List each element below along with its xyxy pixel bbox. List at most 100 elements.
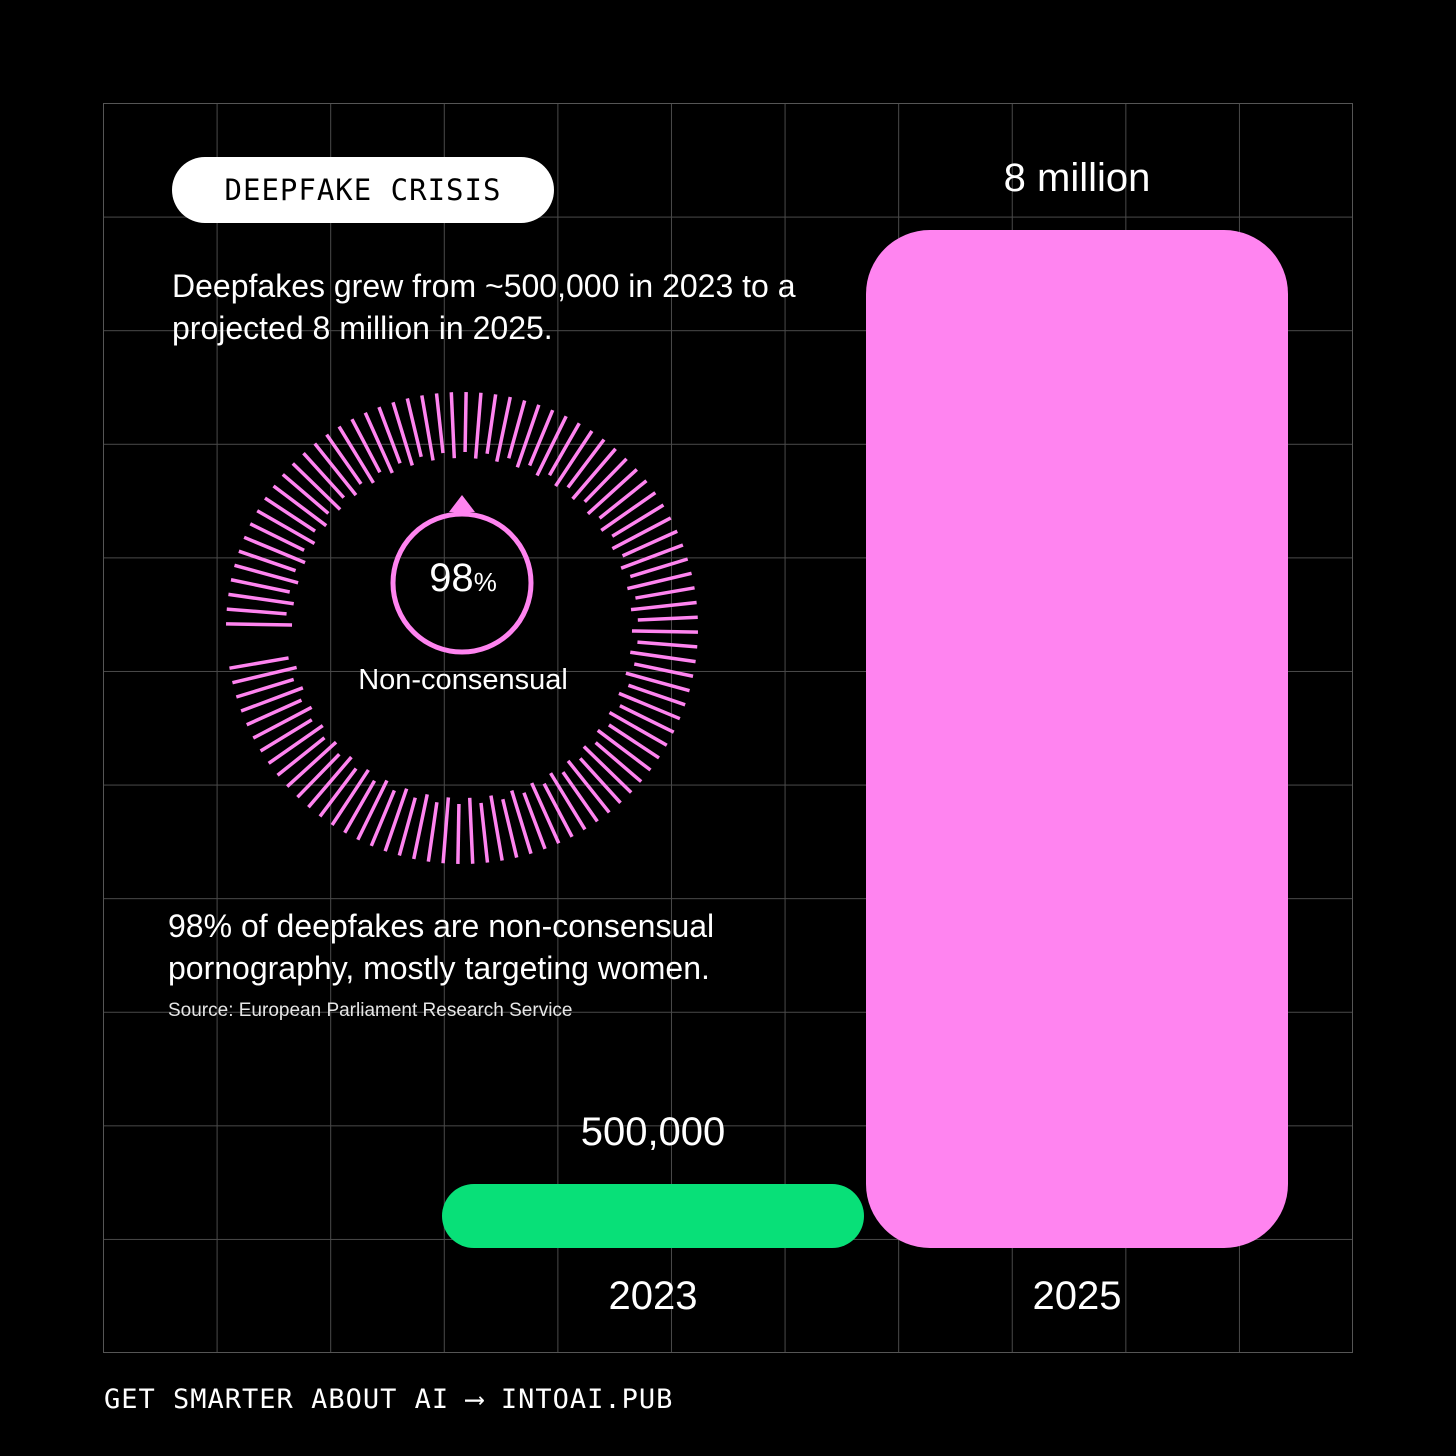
gauge-tick xyxy=(463,392,468,453)
gauge-tick xyxy=(318,767,358,818)
statistic-note: 98% of deepfakes are non-consensual porn… xyxy=(168,908,715,986)
gauge-tick xyxy=(510,790,533,855)
gauge-tick xyxy=(618,691,681,721)
gauge-tick xyxy=(566,438,606,489)
value-label-2025: 8 million xyxy=(1003,156,1151,200)
gauge-tick xyxy=(252,705,313,740)
gauge-tick xyxy=(619,704,675,734)
gauge-tick xyxy=(473,392,483,459)
gauge-tick xyxy=(276,736,326,777)
gauge-tick xyxy=(296,752,341,799)
gauge-value-unit: % xyxy=(473,567,497,597)
gauge-tick xyxy=(356,779,389,841)
category-label-2023: 2023 xyxy=(608,1274,698,1318)
gauge-pointer-icon xyxy=(449,495,475,512)
gauge-tick xyxy=(594,741,643,783)
gauge-tick xyxy=(611,503,665,538)
gauge-tick xyxy=(369,789,396,847)
gauge-tick xyxy=(630,650,696,664)
gauge-tick xyxy=(272,484,328,528)
footer-cta: GET SMARTER ABOUT AI ⟶ INTOAI.PUB xyxy=(104,1384,674,1415)
gauge-ticks xyxy=(226,392,698,864)
category-label-2025: 2025 xyxy=(1032,1274,1122,1318)
gauge-tick xyxy=(264,496,317,533)
gauge-tick xyxy=(485,394,498,455)
gauge-tick xyxy=(226,607,287,616)
gauge-tick xyxy=(608,710,668,747)
gauge-tick xyxy=(542,782,574,838)
gauge-tick xyxy=(363,412,394,474)
gauge-tick xyxy=(507,400,527,459)
gauge-tick xyxy=(441,797,451,864)
gauge-tick xyxy=(578,757,622,805)
gauge-tick xyxy=(229,656,289,670)
gauge-tick xyxy=(235,677,295,699)
gauge-tick xyxy=(571,447,617,501)
intro-text: Deepfakes grew from ~500,000 in 2023 to … xyxy=(172,268,796,346)
gauge-tick xyxy=(405,398,423,458)
gauge-tick xyxy=(586,468,639,516)
gauge-center-ring xyxy=(390,511,534,655)
gauge-tick xyxy=(621,529,678,558)
gauge-tick xyxy=(625,671,690,693)
gauge-tick xyxy=(238,549,297,573)
gauge-tick xyxy=(607,723,660,760)
gauge-tick xyxy=(249,522,305,552)
title-badge: DEEPFAKE CRISIS xyxy=(172,157,554,223)
gauge-tick xyxy=(522,792,547,850)
gauge-label: Non-consensual xyxy=(358,664,568,696)
gauge-tick xyxy=(627,683,686,707)
gauge-tick xyxy=(479,802,490,863)
gauge-tick xyxy=(230,578,291,594)
gauge-tick xyxy=(426,801,439,862)
gauge-tick xyxy=(232,665,298,685)
gauge-tick xyxy=(325,433,363,485)
gauge-tick xyxy=(350,418,382,474)
gauge-tick xyxy=(434,393,445,454)
gauge-tick xyxy=(330,768,370,826)
gauge-tick xyxy=(391,401,414,466)
gauge-tick xyxy=(528,409,555,467)
gauge-tick xyxy=(598,479,648,520)
gauge-value-number: 98 xyxy=(429,556,474,600)
bar-2023 xyxy=(442,1184,864,1248)
gauge-tick xyxy=(582,745,633,794)
gauge-tick xyxy=(549,772,587,831)
gauge-tick xyxy=(547,422,581,477)
gauge-tick xyxy=(397,797,417,856)
gauge-tick xyxy=(554,430,594,488)
gauge-tick xyxy=(637,615,698,622)
gauge-tick xyxy=(596,728,652,772)
gauge-tick xyxy=(420,395,435,461)
source-citation: Source: European Parliament Research Ser… xyxy=(168,1000,573,1021)
gauge-tick xyxy=(467,797,475,864)
gauge-tick xyxy=(412,794,429,860)
value-label-2023: 500,000 xyxy=(580,1110,726,1154)
gauge-tick xyxy=(256,509,316,546)
gauge-tick xyxy=(501,798,519,858)
gauge-tick xyxy=(313,442,358,497)
title-badge-text: DEEPFAKE CRISIS xyxy=(224,173,502,207)
gauge-tick xyxy=(226,622,293,627)
gauge-tick xyxy=(302,451,346,499)
gauge-tick xyxy=(228,592,294,606)
gauge-tick xyxy=(234,563,299,585)
gauge-tick xyxy=(620,543,684,570)
gauge-tick xyxy=(259,718,313,753)
gauge-tick xyxy=(535,415,568,477)
gauge-tick xyxy=(281,473,330,515)
gauge-tick xyxy=(383,788,409,852)
gauge-tick xyxy=(626,571,692,591)
gauge-tick xyxy=(307,755,353,809)
gauge-tick xyxy=(243,535,306,565)
gauge-tick xyxy=(633,662,694,678)
gauge-tick xyxy=(630,600,697,612)
gauge-tick xyxy=(530,782,561,844)
gauge-tick xyxy=(637,640,698,649)
gauge-value: 98% xyxy=(393,556,533,601)
gauge-tick xyxy=(489,795,504,861)
gauge-tick xyxy=(631,629,698,634)
bar-2025 xyxy=(866,230,1288,1248)
gauge-tick xyxy=(561,771,599,823)
gauge-tick xyxy=(566,759,611,814)
